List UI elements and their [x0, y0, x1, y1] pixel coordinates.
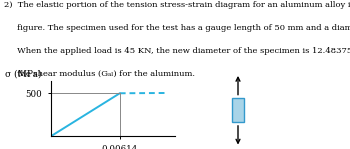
Text: figure. The specimen used for the test has a gauge length of 50 mm and a diamete: figure. The specimen used for the test h… [4, 24, 350, 32]
Text: When the applied load is 45 KN, the new diameter of the specimen is 12.48375 mm.: When the applied load is 45 KN, the new … [4, 47, 350, 55]
Text: 2)  The elastic portion of the tension stress-strain diagram for an aluminum all: 2) The elastic portion of the tension st… [4, 1, 350, 9]
Text: the shear modulus (Gₐₗ) for the aluminum.: the shear modulus (Gₐₗ) for the aluminum… [4, 70, 195, 78]
FancyBboxPatch shape [232, 98, 244, 122]
Y-axis label: σ (MPa): σ (MPa) [5, 69, 42, 78]
